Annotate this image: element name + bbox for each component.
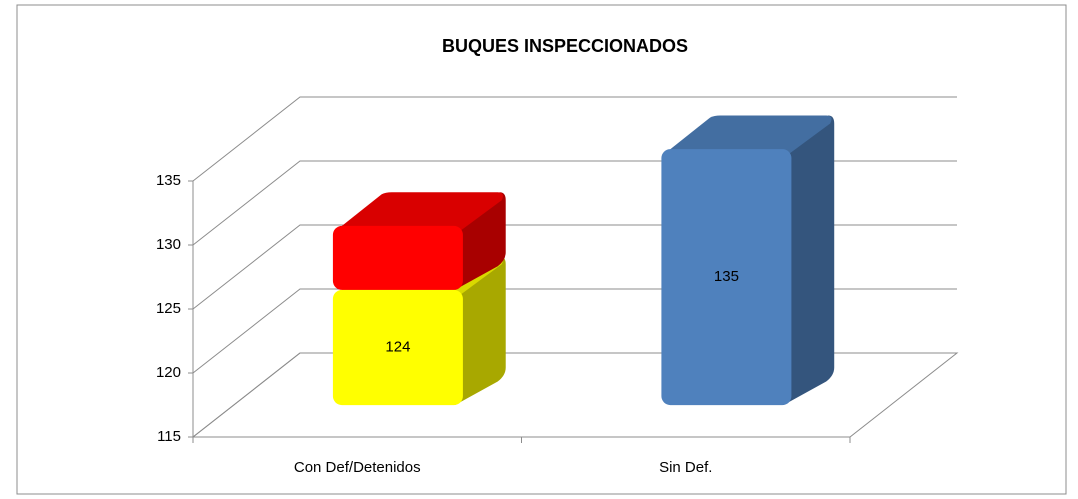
- bar-top: [665, 115, 832, 156]
- y-tick-label: 120: [156, 364, 181, 381]
- bar-front: [661, 149, 792, 406]
- bar-front: [332, 289, 463, 406]
- bar-side: [454, 192, 506, 290]
- bar-side: [454, 256, 506, 406]
- grid-line: [192, 96, 957, 182]
- chart-frame: [16, 4, 1067, 495]
- x-tick-label: Sin Def.: [659, 459, 712, 476]
- bar-segment: [332, 192, 506, 290]
- y-tick-label: 125: [156, 300, 181, 317]
- bar-top: [336, 192, 504, 232]
- bar-segment: [661, 115, 835, 406]
- bar-front: [332, 225, 463, 290]
- data-label: 124: [385, 338, 410, 355]
- bar-side: [783, 115, 835, 406]
- y-tick-label: 115: [157, 428, 181, 445]
- y-tick-label: 135: [156, 172, 181, 189]
- data-label: 135: [714, 268, 739, 285]
- x-tick-label: Con Def/Detenidos: [294, 459, 421, 476]
- y-tick-label: 130: [156, 236, 181, 253]
- chart-title: BUQUES INSPECCIONADOS: [442, 36, 688, 56]
